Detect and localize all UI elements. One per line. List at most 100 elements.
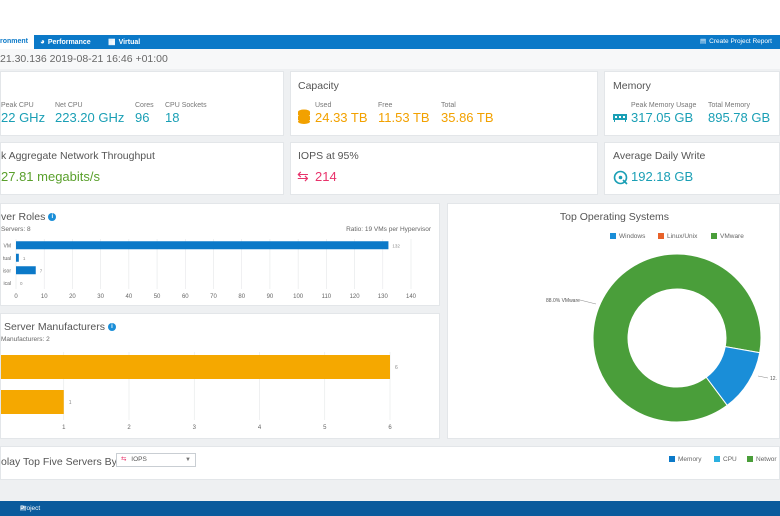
info-icon[interactable]: i xyxy=(48,213,57,222)
create-report-label: Create Project Report xyxy=(709,38,772,45)
create-report-button[interactable]: ▤ Create Project Report xyxy=(700,35,772,49)
peak-memory-label: Peak Memory Usage xyxy=(631,102,697,109)
tab-performance-label: Performance xyxy=(47,39,91,46)
mfg-x-tick: 4 xyxy=(258,425,262,431)
tab-virtual-label: Virtual xyxy=(118,39,141,46)
roles-x-tick: 0 xyxy=(14,294,18,300)
cpu-swatch xyxy=(714,456,720,463)
roles-x-tick: 70 xyxy=(210,294,217,300)
iops-value: 214 xyxy=(315,169,337,184)
select-value: IOPS xyxy=(131,456,147,463)
manufacturers-title: Server Manufacturers xyxy=(4,321,105,333)
peak-memory-value: 317.05 GB xyxy=(631,110,694,125)
notes-icon: ▤ xyxy=(20,505,27,512)
tab-environment-label: ronment xyxy=(0,38,28,45)
cpu-legend-label: CPU xyxy=(723,456,737,463)
manufacturers-card: Server Manufacturers i Manufacturers: 2 1… xyxy=(0,313,440,439)
memory-legend-label: Memory xyxy=(678,456,702,463)
top-os-title: Top Operating Systems xyxy=(559,211,670,223)
windows-legend-label: Windows xyxy=(619,233,646,240)
total-value: 35.86 TB xyxy=(441,110,494,125)
free-value: 11.53 TB xyxy=(378,110,430,125)
total-label: Total xyxy=(441,102,456,109)
tab-performance[interactable]: ◕ Performance xyxy=(40,35,91,49)
roles-x-tick: 40 xyxy=(126,294,133,300)
server-roles-ratio: Ratio: 19 VMs per Hypervisor xyxy=(346,226,431,233)
manufacturers-title-wrap: Server Manufacturers i xyxy=(4,321,116,333)
windows-swatch xyxy=(610,233,616,240)
legend-memory[interactable]: Memory xyxy=(669,456,701,463)
linux-swatch xyxy=(658,233,664,240)
os-legend-windows[interactable]: Windows xyxy=(610,233,645,240)
server-roles-title: ver Roles xyxy=(1,211,46,223)
mfg-x-tick: 1 xyxy=(62,425,66,431)
tab-bar: ronment ◕ Performance ▦ Virtual ▤ Create Pr… xyxy=(0,35,780,49)
memory-swatch xyxy=(669,456,675,463)
roles-data-label: 0 xyxy=(20,281,23,286)
roles-x-tick: 30 xyxy=(97,294,104,300)
roles-x-tick: 140 xyxy=(406,294,417,300)
tab-environment[interactable]: ronment xyxy=(0,35,34,49)
mfg-bar xyxy=(1,355,390,379)
server-roles-subtitle: Servers: 8 xyxy=(1,226,31,233)
roles-bar xyxy=(16,241,389,250)
daily-write-title: Average Daily Write xyxy=(613,150,706,162)
capacity-card: Capacity Used 24.33 TB Free 11.53 TB Tot… xyxy=(290,71,598,136)
database-icon xyxy=(298,109,310,124)
roles-category-label: VM xyxy=(4,243,12,249)
legend-network[interactable]: Networ xyxy=(747,456,777,463)
vmware-swatch xyxy=(711,233,717,240)
chevron-down-icon: ▼ xyxy=(185,457,191,463)
used-label: Used xyxy=(315,102,332,109)
roles-x-tick: 130 xyxy=(378,294,389,300)
server-roles-card: ver Roles i Servers: 8 Ratio: 19 VMs per … xyxy=(0,203,440,306)
cpu-sockets-label: CPU Sockets xyxy=(165,102,207,109)
cpu-card: Peak CPU 22 GHz Net CPU 223.20 GHz Cores… xyxy=(0,71,284,136)
mfg-bar xyxy=(1,390,64,414)
cores-label: Cores xyxy=(135,102,154,109)
os-legend-vmware[interactable]: VMware xyxy=(711,233,744,240)
server-roles-title-wrap: ver Roles i xyxy=(1,211,57,223)
roles-category-label: tual xyxy=(3,256,11,262)
daily-write-card: Average Daily Write 192.18 GB xyxy=(604,142,780,195)
os-label-vmware: 88.0% VMware xyxy=(546,298,580,304)
legend-cpu[interactable]: CPU xyxy=(714,456,737,463)
manufacturers-subtitle: Manufacturers: 2 xyxy=(1,336,50,343)
project-notes-label: Project Notes xyxy=(20,505,41,512)
iops-card: IOPS at 95% ⇆ 214 xyxy=(290,142,598,195)
roles-x-tick: 10 xyxy=(41,294,48,300)
roles-x-tick: 20 xyxy=(69,294,76,300)
os-slice-vmware xyxy=(592,253,762,423)
cores-value: 96 xyxy=(135,110,150,125)
os-legend-linux[interactable]: Linux/Unix xyxy=(658,233,697,240)
memory-chip-icon xyxy=(613,114,627,122)
report-icon: ▤ xyxy=(699,38,707,45)
peak-cpu-label: Peak CPU xyxy=(1,102,34,109)
net-cpu-label: Net CPU xyxy=(55,102,83,109)
tab-virtual[interactable]: ▦ Virtual xyxy=(108,35,140,49)
gauge-icon: ◕ xyxy=(40,37,45,46)
roles-x-tick: 80 xyxy=(238,294,245,300)
network-swatch xyxy=(747,456,753,463)
throughput-card: k Aggregate Network Throughput 27.81 meg… xyxy=(0,142,284,195)
free-label: Free xyxy=(378,102,393,109)
mfg-x-tick: 5 xyxy=(323,425,327,431)
roles-x-tick: 50 xyxy=(154,294,161,300)
memory-title: Memory xyxy=(613,80,651,92)
used-value: 24.33 TB xyxy=(315,110,368,125)
top-os-card: Top Operating Systems Windows Linux/Unix… xyxy=(447,203,780,439)
top-servers-select[interactable]: ⇆ IOPS ▼ xyxy=(116,453,196,467)
net-cpu-value: 223.20 GHz xyxy=(55,110,125,125)
info-icon[interactable]: i xyxy=(107,323,116,332)
swap-arrows-icon: ⇆ xyxy=(297,168,309,184)
top-blank-area xyxy=(0,0,780,35)
top-os-chart: 88.0% VMware 12. xyxy=(546,253,777,423)
roles-category-label: isor xyxy=(3,268,11,274)
network-legend-label: Networ xyxy=(756,456,777,463)
total-memory-label: Total Memory xyxy=(708,102,751,109)
roles-x-tick: 110 xyxy=(322,294,332,300)
virtual-icon: ▦ xyxy=(108,37,116,46)
manufacturers-chart: 1 2 3 4 5 6 6 1 xyxy=(1,352,398,431)
total-memory-value: 895.78 GB xyxy=(708,110,771,125)
